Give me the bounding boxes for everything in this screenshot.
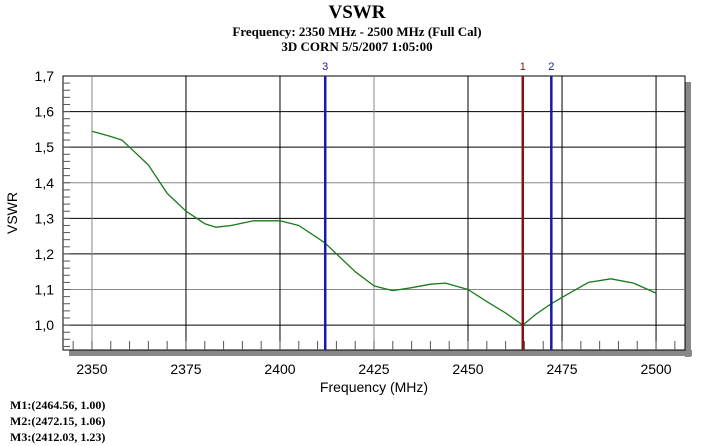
marker-label-1: 1 xyxy=(520,61,526,73)
y-tick-label: 1,7 xyxy=(35,68,55,84)
y-tick-label: 1,1 xyxy=(35,282,55,298)
x-axis-label: Frequency (MHz) xyxy=(320,379,428,395)
marker-label-3: 3 xyxy=(322,61,328,73)
marker-readout-2: M2:(2472.15, 1.06) xyxy=(10,414,106,428)
x-tick-label: 2350 xyxy=(76,361,107,377)
y-tick-label: 1,0 xyxy=(35,317,55,333)
x-tick-label: 2425 xyxy=(358,361,389,377)
x-tick-label: 2500 xyxy=(640,361,671,377)
chart-title: VSWR xyxy=(328,2,386,23)
x-tick-label: 2375 xyxy=(170,361,201,377)
y-tick-label: 1,5 xyxy=(35,139,55,155)
y-tick-label: 1,2 xyxy=(35,246,55,262)
plot-shadow-bottom xyxy=(69,350,692,356)
chart-subtitle-date: 3D CORN 5/5/2007 1:05:00 xyxy=(281,39,433,54)
x-tick-label: 2400 xyxy=(264,361,295,377)
marker-readout-1: M1:(2464.56, 1.00) xyxy=(10,398,106,412)
vswr-series-line xyxy=(91,130,657,326)
marker-label-2: 2 xyxy=(548,61,554,73)
marker-readout-3: M3:(2412.03, 1.23) xyxy=(10,430,106,444)
x-tick-label: 2450 xyxy=(452,361,483,377)
chart-subtitle: Frequency: 2350 MHz - 2500 MHz (Full Cal… xyxy=(232,24,482,39)
y-tick-label: 1,4 xyxy=(35,175,55,191)
plot-shadow-right xyxy=(685,82,691,357)
y-tick-label: 1,6 xyxy=(35,104,55,120)
y-tick-label: 1,3 xyxy=(35,210,55,226)
x-tick-label: 2475 xyxy=(546,361,577,377)
y-axis-label: VSWR xyxy=(4,192,20,234)
